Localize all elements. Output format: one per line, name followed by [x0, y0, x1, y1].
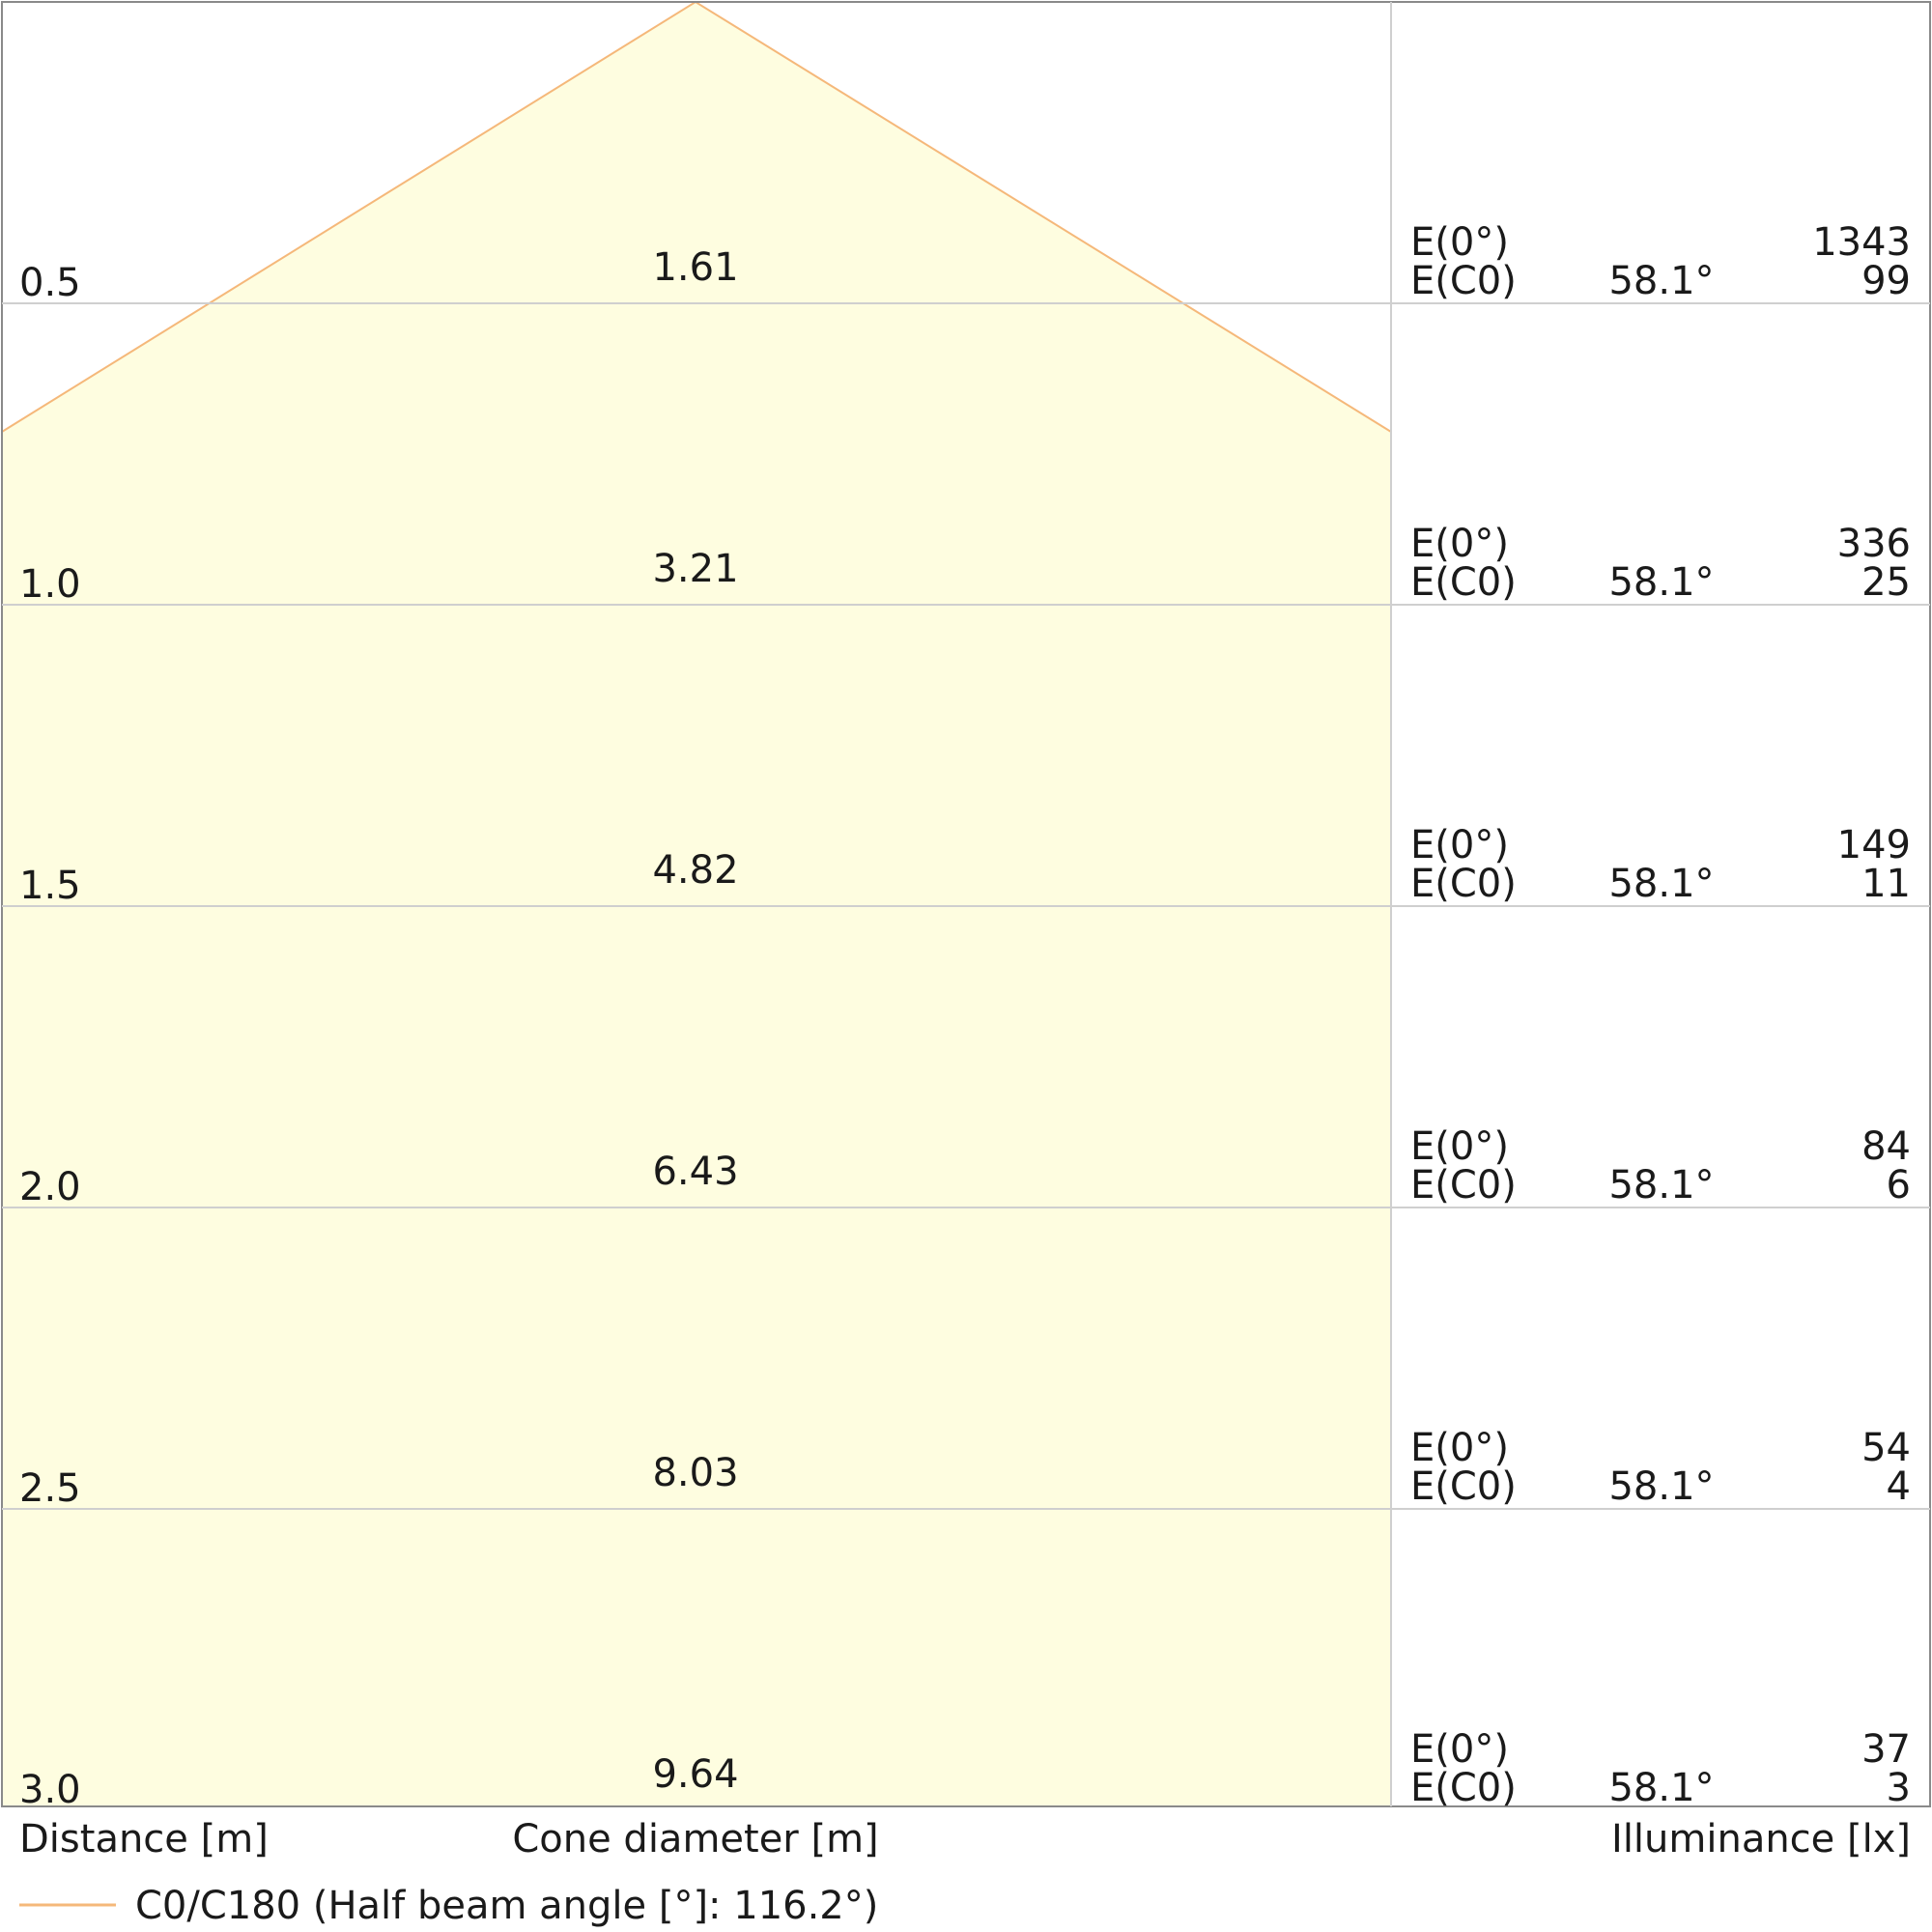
e0-value: 84 — [1861, 1124, 1911, 1169]
cone-diameter-value: 6.43 — [652, 1150, 738, 1194]
e0-label: E(0°) — [1410, 522, 1509, 566]
ec0-label: E(C0) — [1410, 1766, 1517, 1810]
ec0-value: 6 — [1887, 1163, 1911, 1208]
ec0-label: E(C0) — [1410, 259, 1517, 303]
cone-diameter-value: 3.21 — [652, 547, 738, 591]
e0-label: E(0°) — [1410, 220, 1509, 265]
e0-label: E(0°) — [1410, 823, 1509, 867]
e0-label: E(0°) — [1410, 1727, 1509, 1772]
angle-value: 58.1° — [1608, 1464, 1714, 1509]
e0-value: 336 — [1837, 522, 1911, 566]
e0-value: 37 — [1861, 1727, 1911, 1772]
ec0-value: 25 — [1861, 560, 1911, 605]
ec0-value: 11 — [1861, 862, 1911, 906]
distance-axis-label: Distance [m] — [19, 1817, 269, 1861]
cone-diameter-value: 1.61 — [652, 245, 738, 290]
legend-label: C0/C180 (Half beam angle [°]: 116.2°) — [135, 1884, 878, 1928]
distance-value: 2.5 — [19, 1466, 81, 1511]
e0-label: E(0°) — [1410, 1426, 1509, 1470]
beam-cone-fill — [2, 2, 1391, 1806]
angle-value: 58.1° — [1608, 1766, 1714, 1810]
distance-value: 3.0 — [19, 1768, 81, 1812]
e0-value: 54 — [1861, 1426, 1911, 1470]
e0-label: E(0°) — [1410, 1124, 1509, 1169]
ec0-label: E(C0) — [1410, 1163, 1517, 1208]
grid-layer — [1, 1, 1931, 1807]
ec0-label: E(C0) — [1410, 862, 1517, 906]
cone-diameter-value: 8.03 — [652, 1451, 738, 1495]
angle-value: 58.1° — [1608, 259, 1714, 303]
e0-value: 1343 — [1812, 220, 1911, 265]
ec0-label: E(C0) — [1410, 1464, 1517, 1509]
cone-diameter-value: 9.64 — [652, 1752, 738, 1797]
ec0-value: 3 — [1887, 1766, 1911, 1810]
cone-diameter-axis-label: Cone diameter [m] — [512, 1817, 878, 1861]
angle-value: 58.1° — [1608, 560, 1714, 605]
ec0-value: 99 — [1861, 259, 1911, 303]
ec0-value: 4 — [1887, 1464, 1911, 1509]
distance-value: 1.0 — [19, 562, 81, 607]
distance-value: 2.0 — [19, 1165, 81, 1209]
illuminance-axis-label: Illuminance [lx] — [1611, 1817, 1911, 1861]
angle-value: 58.1° — [1608, 862, 1714, 906]
angle-value: 58.1° — [1608, 1163, 1714, 1208]
distance-value: 0.5 — [19, 261, 81, 305]
chart-frame — [1, 1, 1931, 1807]
distance-value: 1.5 — [19, 864, 81, 908]
e0-value: 149 — [1837, 823, 1911, 867]
cone-diameter-value: 4.82 — [652, 848, 738, 893]
ec0-label: E(C0) — [1410, 560, 1517, 605]
